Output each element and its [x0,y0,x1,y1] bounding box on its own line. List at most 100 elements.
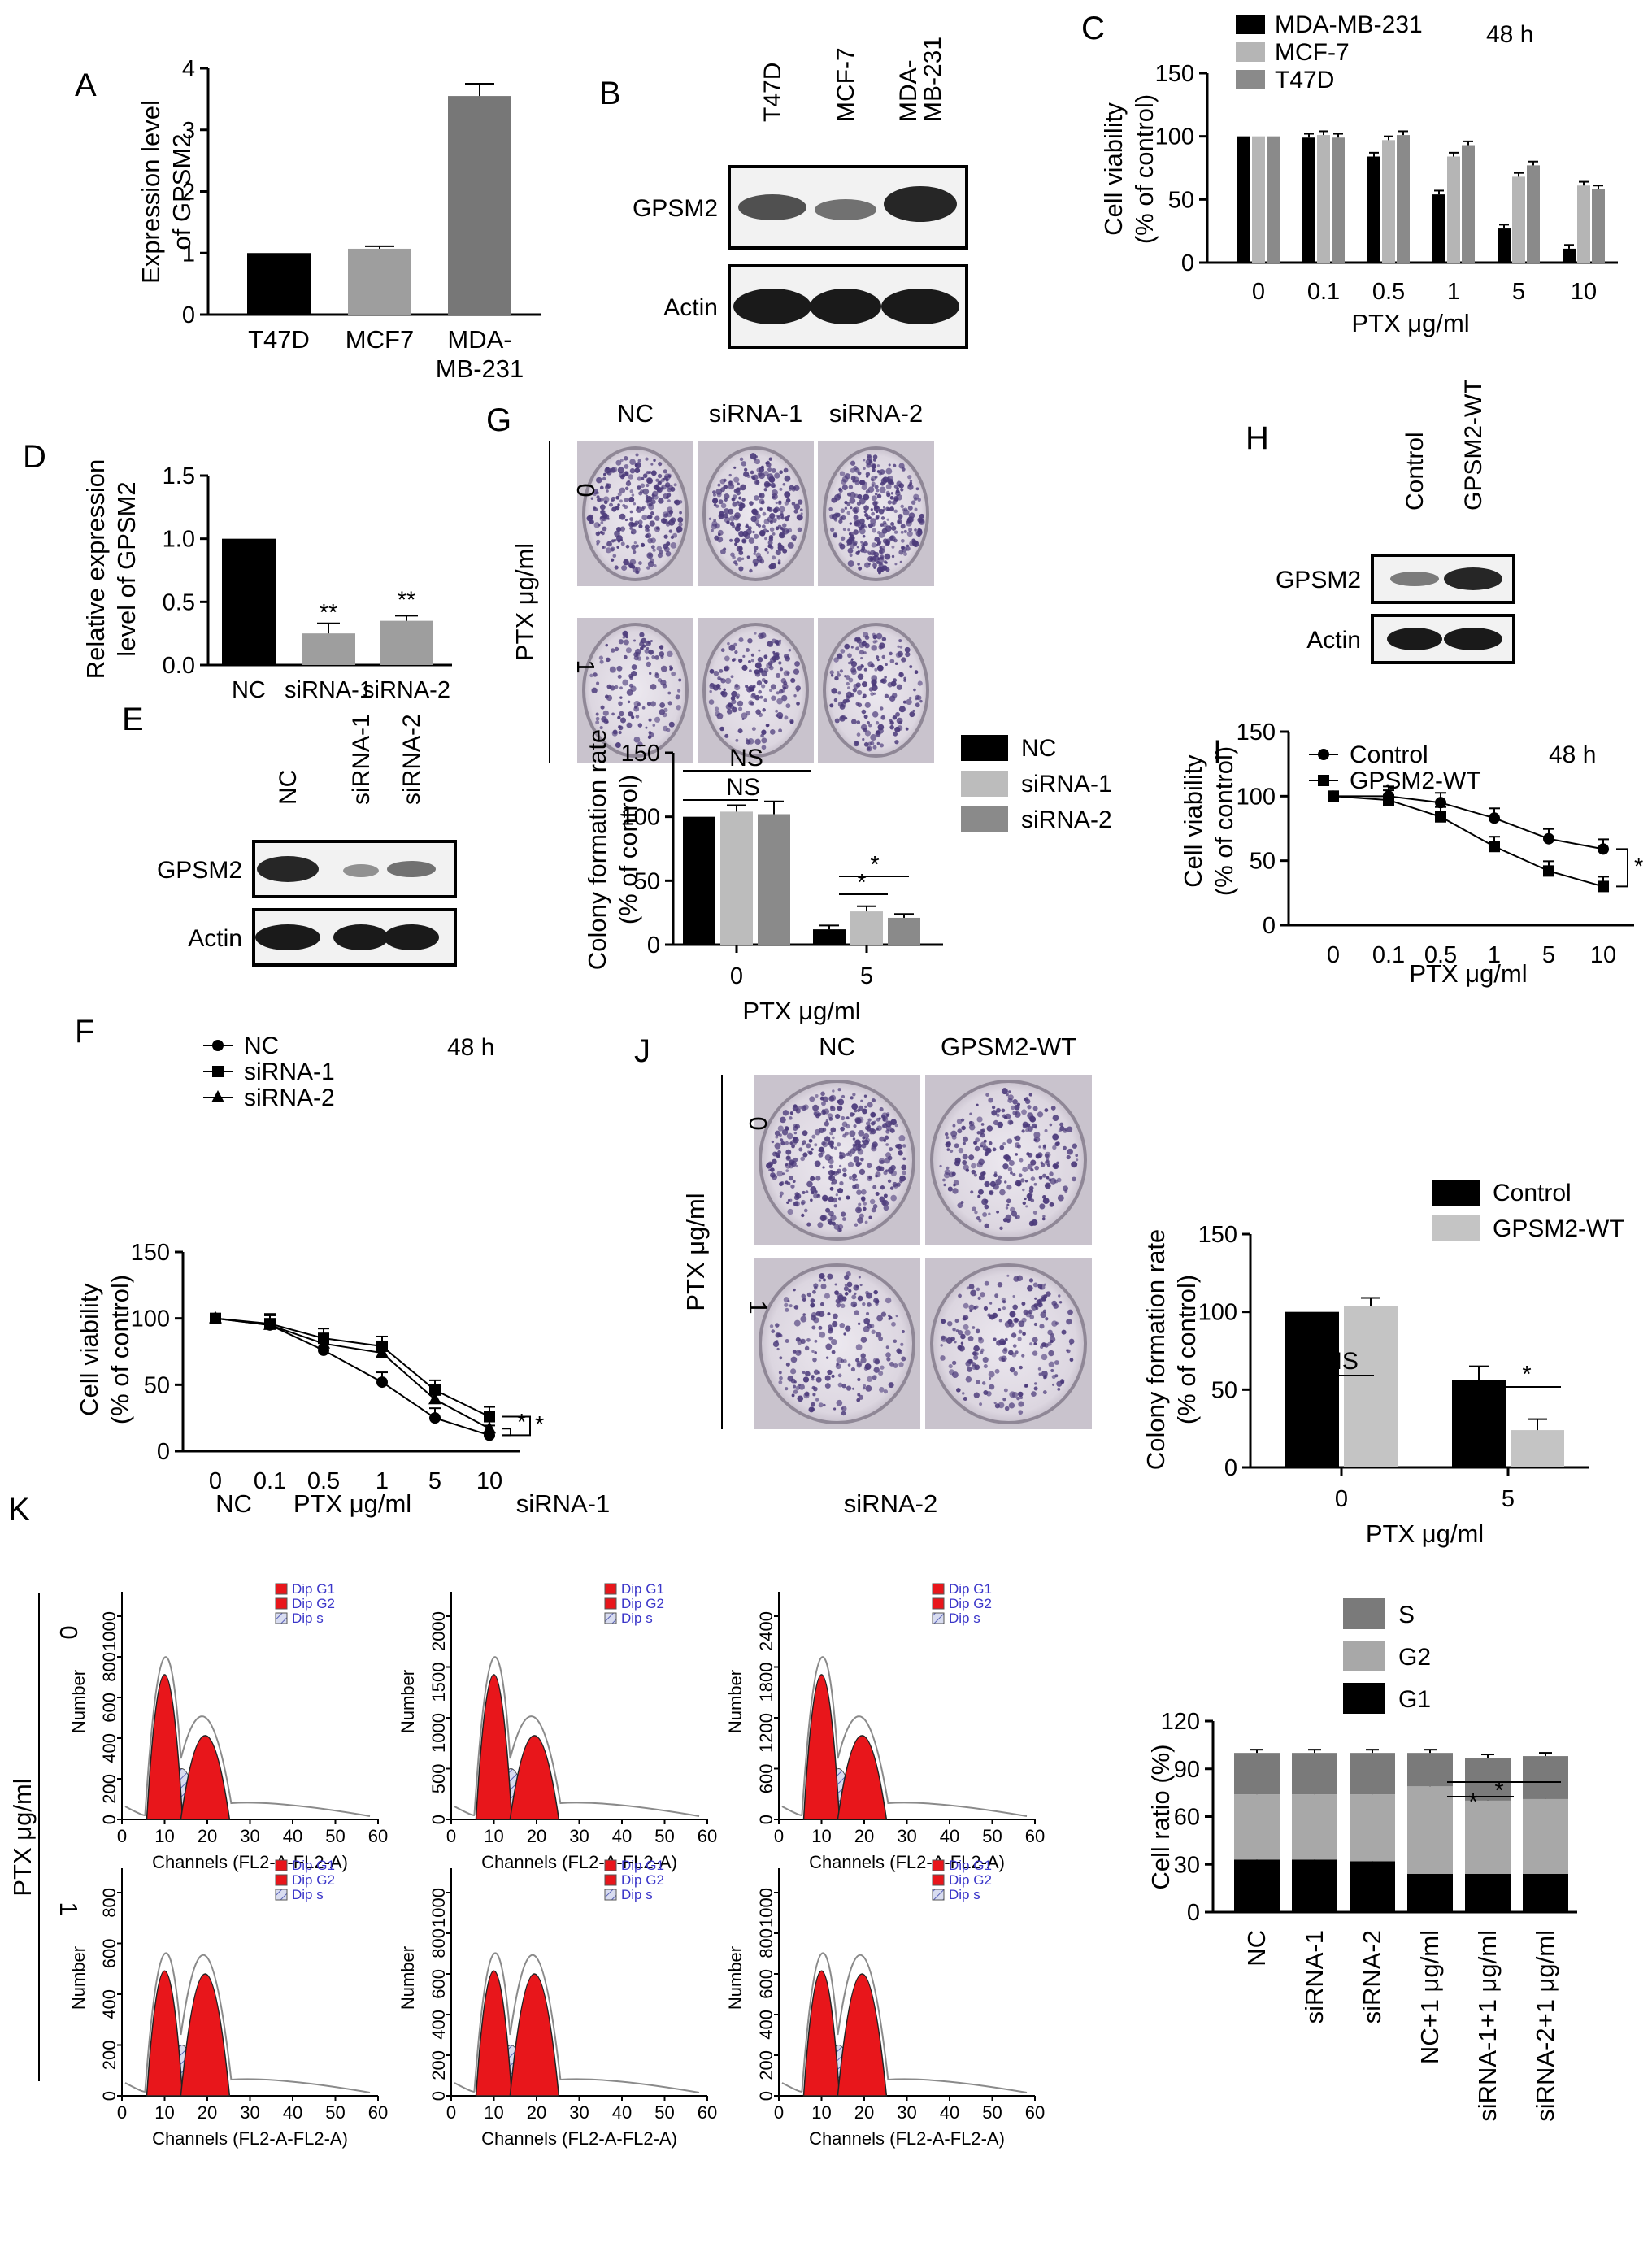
colony [876,1125,882,1131]
pG-chart-y-tick-label: 100 [621,805,660,831]
colony [819,1146,824,1153]
band-actin-2 [881,289,959,324]
pG-chart-xlabel: PTX μg/ml [742,997,860,1025]
colony [641,514,648,521]
colony [746,528,752,535]
colony [646,515,652,520]
pI-chart-y-tick-label: 0 [1263,913,1276,939]
colony [828,1175,836,1182]
colony [1012,1098,1018,1105]
colony [644,648,650,654]
colony [960,1341,964,1345]
lane-label-text: siRNA-2 [398,714,425,805]
hist-legend-swatch [604,1583,617,1595]
colony [889,1361,894,1367]
colony [621,565,628,572]
colony [857,1217,863,1224]
colony [869,1198,876,1205]
colony [880,706,884,711]
colony [898,520,901,524]
colony [717,676,721,680]
panel-d-ylabel-line: level of GPSM2 [112,481,141,656]
hist-legend-label: Dip s [949,1610,980,1626]
colony [782,548,788,554]
colony [783,670,790,676]
colony [850,646,854,649]
colony [829,703,834,708]
colony [738,503,745,509]
colony [802,1371,806,1375]
colony [599,530,603,535]
hist-x-tick-label: 0 [446,2102,456,2123]
colony [720,502,727,509]
colony [761,729,767,735]
colony [611,499,614,502]
colony [754,495,759,501]
colony [1041,1296,1047,1302]
colony [776,711,784,719]
colony [766,462,772,467]
colony [1021,1354,1025,1358]
lane-label-text: GPSM2-WT [1460,379,1487,511]
colony [1071,1161,1078,1168]
colony [831,688,837,694]
colony [971,1169,976,1175]
colony [966,1286,970,1290]
colony [802,1130,808,1137]
colony [609,685,612,689]
colony [635,715,640,719]
pI-chart-point [1435,811,1446,823]
colony [993,1171,998,1175]
colony [824,1154,832,1161]
colony [878,1166,885,1171]
colony [1053,1163,1059,1170]
colony [840,536,846,541]
colony [780,1141,785,1146]
hist-x-tick-label: 20 [854,1826,874,1846]
colony [1033,1131,1041,1138]
colony [893,485,898,489]
hist-x-tick-label: 30 [897,2102,916,2123]
colony [786,1201,789,1204]
colony [893,538,898,543]
colony [717,529,724,536]
colony [875,640,878,643]
colony [780,1138,784,1142]
colony [840,649,846,654]
panel-d-bar-1 [302,633,355,665]
pG-chart-ylabel-line: (% of control) [614,775,642,924]
colony [989,1376,992,1380]
colony [800,512,803,515]
colony [1034,1382,1037,1385]
colony [914,507,918,511]
colony [859,1284,863,1287]
colony [805,1371,811,1377]
colony [981,1381,986,1385]
pJ-chart-x-label: 5 [1502,1486,1515,1512]
colony [900,538,905,543]
colony [972,1326,976,1329]
colony [864,562,871,568]
pJ-dishes-side-label: PTX μg/ml [681,1193,710,1311]
colony [1044,1182,1051,1189]
colony [1006,1138,1013,1144]
colony [988,1097,993,1103]
hist-legend-swatch [275,1612,288,1624]
colony [860,541,863,544]
colony [957,1202,963,1209]
colony [793,1201,799,1207]
hist-legend-swatch [932,1859,945,1871]
colony [728,473,732,477]
colony [1021,1317,1027,1323]
hist-legend-label: Dip s [621,1887,653,1902]
colony [760,733,764,738]
hist-legend-label: Dip G1 [292,1858,335,1873]
colony [785,1141,789,1145]
panel-k-bar-g1 [1350,1861,1395,1912]
colony [898,463,905,469]
colony [891,1321,896,1327]
